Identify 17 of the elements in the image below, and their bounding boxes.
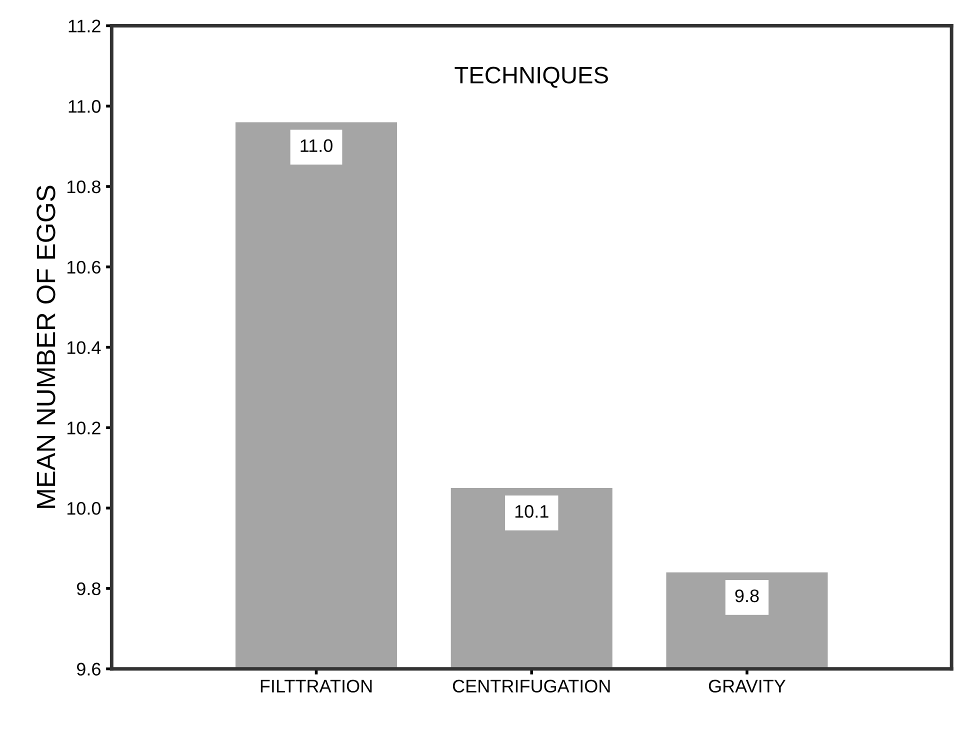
y-tick-label: 10.6 xyxy=(67,260,100,274)
y-tick-label: 9.8 xyxy=(76,582,100,596)
y-tick-label: 10.8 xyxy=(67,180,100,194)
data-label: 9.8 xyxy=(735,589,759,602)
y-tick-label: 10.4 xyxy=(67,341,101,354)
data-label: 11.0 xyxy=(300,139,332,152)
y-tick-label: 11.2 xyxy=(68,20,100,32)
data-label: 10.1 xyxy=(515,505,548,518)
y-tick-label: 10.2 xyxy=(67,422,100,434)
x-tick-label: GRAVITY xyxy=(708,680,786,693)
x-tick-label: CENTRIFUGATION xyxy=(452,680,610,693)
y-tick-label: 11.0 xyxy=(68,100,101,113)
text: TECHNIQUES xyxy=(454,66,608,88)
y-axis-title: MEAN NUMBER OF EGGS xyxy=(36,186,56,508)
x-tick-label: FILTTRATION xyxy=(260,680,372,693)
y-tick-label: 10.0 xyxy=(67,502,101,515)
y-tick-label: 9.6 xyxy=(76,662,100,676)
